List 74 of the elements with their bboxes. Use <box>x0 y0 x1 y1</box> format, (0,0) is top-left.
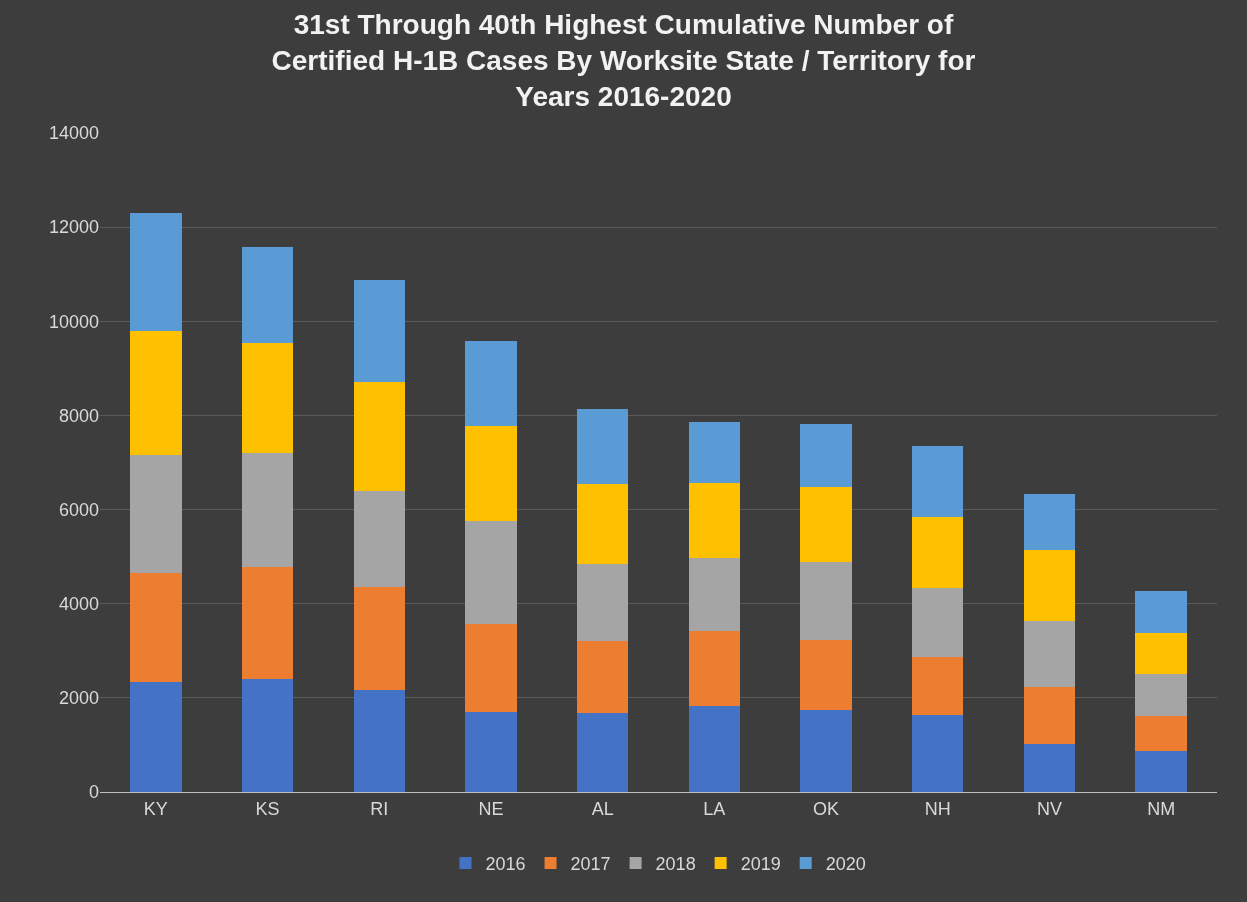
bar <box>465 521 517 625</box>
bar <box>1023 550 1076 622</box>
bar <box>912 517 964 589</box>
bar <box>353 491 405 587</box>
bar <box>912 656 964 715</box>
bar <box>576 641 629 714</box>
x-tick-label: KY <box>143 798 168 819</box>
y-tick-label: 14000 <box>48 123 99 144</box>
bar <box>1135 632 1187 674</box>
bar <box>1135 591 1187 633</box>
bar <box>800 423 852 488</box>
legend-label: 2017 <box>570 853 611 874</box>
bar <box>465 624 517 712</box>
x-tick-label: NV <box>1036 798 1062 819</box>
bar <box>130 455 182 573</box>
bar <box>353 586 405 690</box>
y-tick-label: 2000 <box>58 688 99 709</box>
bar <box>912 446 964 518</box>
bar <box>1135 715 1187 752</box>
bar <box>576 483 629 565</box>
x-tick-label: OK <box>813 798 840 819</box>
bar <box>1023 743 1076 792</box>
bar <box>1023 621 1076 687</box>
x-tick-label: NH <box>924 798 951 819</box>
bar <box>130 572 182 683</box>
y-tick-label: 4000 <box>58 594 99 615</box>
legend-label: 2016 <box>485 853 526 874</box>
bar <box>1023 686 1076 744</box>
bar <box>241 342 294 453</box>
bar <box>1135 751 1187 792</box>
bar <box>241 679 294 792</box>
legend-label: 2019 <box>740 853 781 874</box>
x-tick-label: RI <box>370 798 389 819</box>
bar <box>130 330 182 456</box>
bar <box>688 630 741 706</box>
legend-label: 2020 <box>825 853 866 874</box>
x-tick-label: AL <box>591 798 614 819</box>
bar <box>465 341 517 426</box>
bar <box>130 212 182 331</box>
y-tick-label: 8000 <box>58 405 99 426</box>
bar <box>688 422 741 484</box>
bar <box>912 588 964 657</box>
bar <box>576 564 629 642</box>
bar <box>800 640 852 711</box>
bar <box>688 483 741 558</box>
bar <box>576 409 629 484</box>
chart-title: 31st Through 40th Highest Cumulative Number of Certified H-1B Cases By Worksite State / Territory for Years 2016-2020 <box>271 8 976 113</box>
x-tick-label: KS <box>255 798 280 819</box>
bar <box>353 280 405 382</box>
bar <box>465 711 517 792</box>
bar <box>130 682 182 792</box>
x-tick-label: NE <box>478 798 504 819</box>
x-tick-label: NM <box>1147 798 1176 819</box>
bar <box>465 425 517 522</box>
bar <box>688 557 741 631</box>
y-tick-label: 10000 <box>48 311 99 332</box>
bar <box>688 705 741 792</box>
y-tick-label: 6000 <box>58 499 99 520</box>
bar <box>1023 494 1076 551</box>
bar <box>576 713 629 792</box>
bar <box>1135 673 1187 716</box>
bar <box>800 561 852 641</box>
x-tick-label: LA <box>703 798 726 819</box>
bar <box>353 689 405 792</box>
bar <box>241 452 294 568</box>
bar <box>353 381 405 492</box>
bar <box>800 710 852 792</box>
y-tick-label: 12000 <box>48 217 99 238</box>
y-tick-label: 0 <box>88 782 99 803</box>
bar <box>241 247 294 343</box>
bar <box>241 567 294 680</box>
bar <box>800 487 852 562</box>
legend-label: 2018 <box>655 853 696 874</box>
bar <box>912 714 964 792</box>
